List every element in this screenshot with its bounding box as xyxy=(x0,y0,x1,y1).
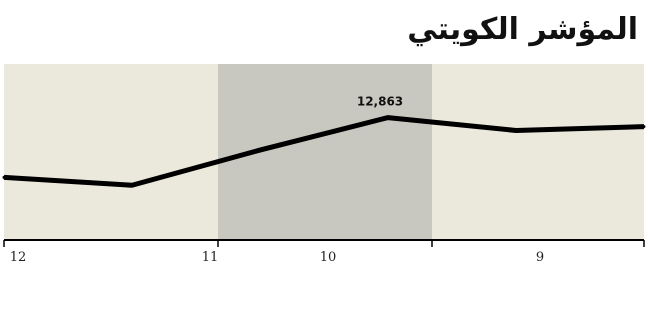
series-layer xyxy=(2,115,646,188)
data-point xyxy=(386,116,390,120)
data-label: 12,863 xyxy=(357,95,403,109)
data-point xyxy=(2,175,6,179)
data-point xyxy=(642,125,646,129)
x-tick-label: 10 xyxy=(320,250,337,265)
x-tick-label: 9 xyxy=(536,250,544,265)
label-layer: 12,863 xyxy=(357,95,403,109)
x-tick-label: 12 xyxy=(10,250,27,265)
data-point xyxy=(514,128,518,132)
data-point xyxy=(130,183,134,187)
series-line xyxy=(3,115,645,188)
chart-title: المؤشر الكويتي xyxy=(407,12,638,47)
x-tick-label: 11 xyxy=(202,250,219,265)
data-point xyxy=(258,148,262,152)
